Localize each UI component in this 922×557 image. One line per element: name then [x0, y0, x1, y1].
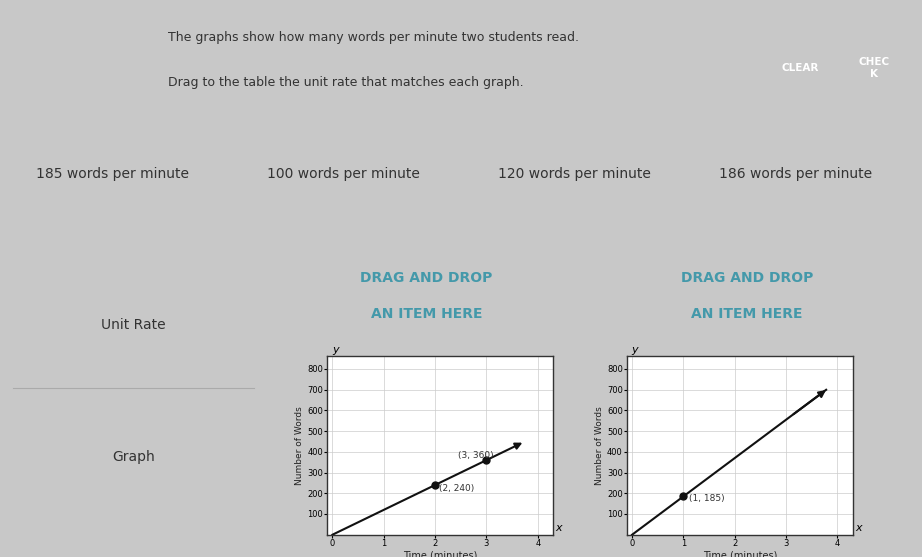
Text: AN ITEM HERE: AN ITEM HERE	[371, 307, 482, 321]
Text: Graph: Graph	[112, 450, 155, 464]
Text: (1, 185): (1, 185)	[689, 494, 724, 502]
Text: AN ITEM HERE: AN ITEM HERE	[692, 307, 802, 321]
Text: y: y	[632, 345, 638, 355]
Text: x: x	[855, 523, 862, 533]
Text: 100 words per minute: 100 words per minute	[267, 167, 420, 181]
Text: CHEC
K: CHEC K	[858, 57, 889, 79]
Y-axis label: Number of Words: Number of Words	[295, 406, 304, 485]
X-axis label: Time (minutes): Time (minutes)	[403, 551, 478, 557]
X-axis label: Time (minutes): Time (minutes)	[703, 551, 777, 557]
Text: Unit Rate: Unit Rate	[101, 318, 166, 332]
Text: (2, 240): (2, 240)	[439, 484, 475, 493]
Text: DRAG AND DROP: DRAG AND DROP	[361, 271, 492, 285]
Text: x: x	[555, 523, 562, 533]
Text: (3, 360): (3, 360)	[458, 451, 494, 460]
Text: 185 words per minute: 185 words per minute	[37, 167, 189, 181]
Text: The graphs show how many words per minute two students read.: The graphs show how many words per minut…	[168, 31, 579, 44]
Y-axis label: Number of Words: Number of Words	[595, 406, 604, 485]
Text: 186 words per minute: 186 words per minute	[718, 167, 872, 181]
Text: DRAG AND DROP: DRAG AND DROP	[680, 271, 813, 285]
Text: Drag to the table the unit rate that matches each graph.: Drag to the table the unit rate that mat…	[168, 76, 524, 89]
Text: CLEAR: CLEAR	[781, 63, 819, 73]
Text: 120 words per minute: 120 words per minute	[498, 167, 650, 181]
Text: y: y	[332, 345, 338, 355]
